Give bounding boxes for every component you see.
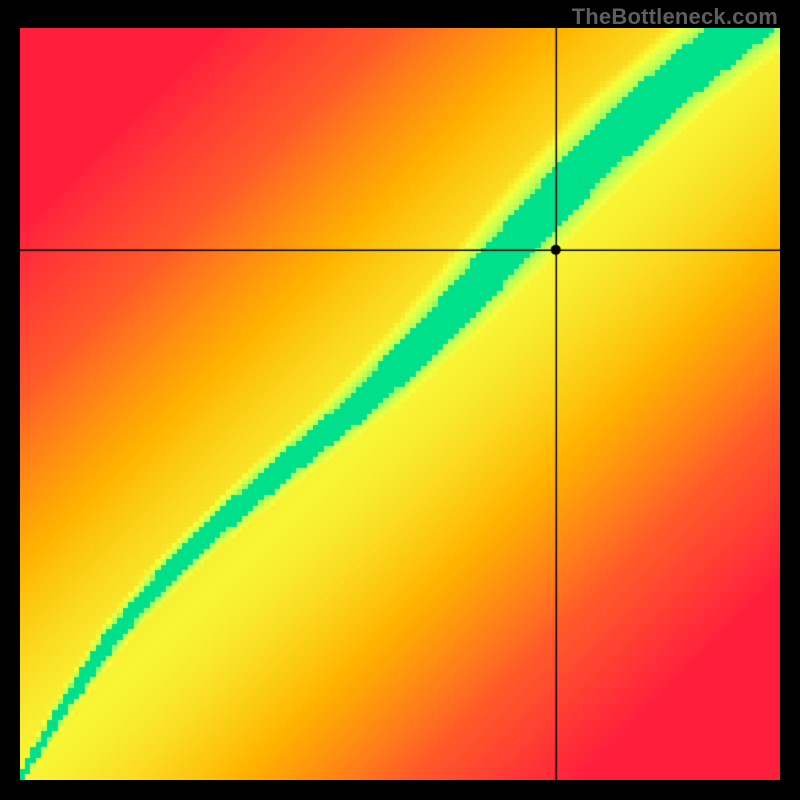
attribution-text: TheBottleneck.com [572, 4, 778, 30]
crosshair-overlay [20, 28, 780, 780]
chart-frame: TheBottleneck.com [0, 0, 800, 800]
